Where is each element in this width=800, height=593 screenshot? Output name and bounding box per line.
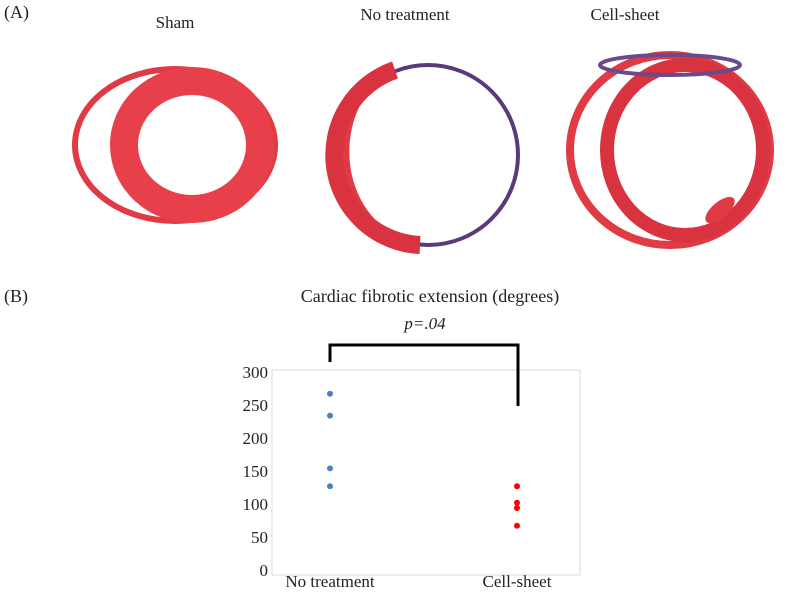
data-point	[327, 390, 333, 397]
y-tick-label: 250	[243, 396, 269, 415]
data-point	[327, 412, 333, 419]
significance-bracket	[328, 343, 520, 406]
data-point	[327, 483, 333, 490]
y-tick-label: 100	[243, 495, 269, 514]
data-point	[514, 504, 520, 511]
panel-label: (B)	[4, 286, 28, 307]
y-tick-label: 300	[243, 363, 269, 382]
y-tick-label: 200	[243, 429, 269, 448]
image-title: No treatment	[360, 5, 449, 24]
histology-cell-sheet	[566, 51, 774, 249]
histology-sham	[72, 66, 278, 224]
image-title: Cell-sheet	[591, 5, 660, 24]
data-point	[327, 465, 333, 472]
annotation: p=.04	[403, 314, 446, 333]
y-tick-label: 150	[243, 462, 269, 481]
image-title: Sham	[156, 13, 195, 32]
panel-label: (A)	[4, 2, 29, 23]
plot-area	[271, 369, 581, 576]
x-tick-label: Cell-sheet	[483, 572, 552, 591]
y-tick-label: 50	[251, 528, 268, 547]
data-point	[514, 499, 520, 506]
chart-title: Cardiac fibrotic extension (degrees)	[301, 286, 559, 307]
data-point	[514, 522, 520, 529]
data-point	[514, 483, 520, 490]
y-tick-label: 0	[260, 561, 269, 580]
histology-no-treatment	[325, 61, 520, 254]
x-tick-label: No treatment	[285, 572, 374, 591]
